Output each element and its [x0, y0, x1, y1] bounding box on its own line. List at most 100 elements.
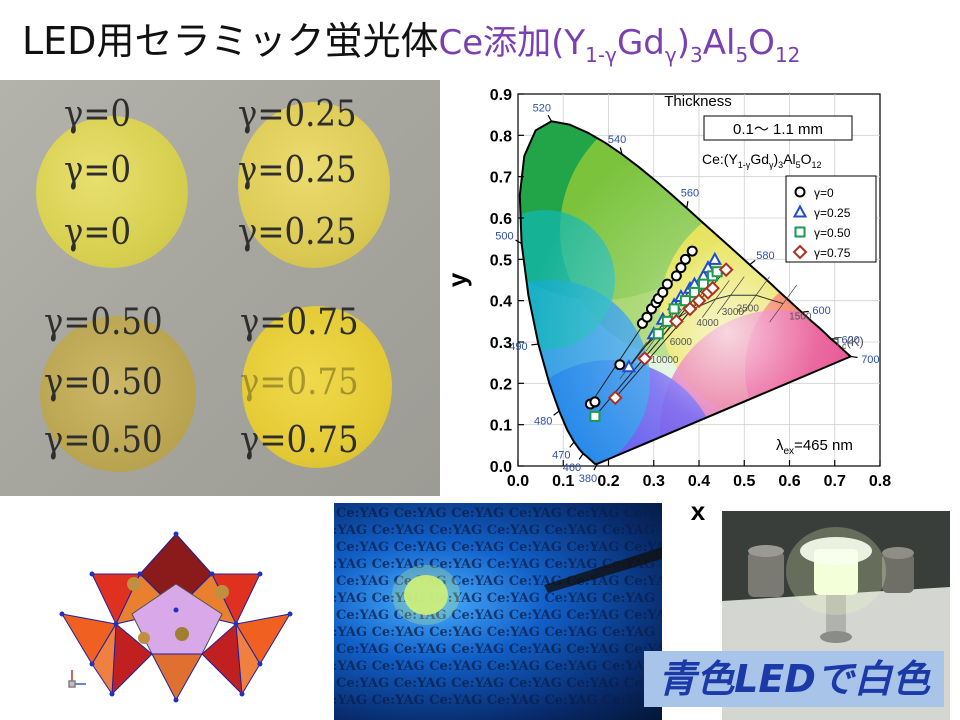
legend-label: γ=0	[814, 186, 834, 200]
cie-chart-svg: 380460470480490500520540560580600620700 …	[442, 87, 891, 524]
legend-marker	[794, 186, 806, 198]
yag-text-line: Ce:YAG Ce:YAG Ce:YAG Ce:YAG Ce:YAG Ce:YA…	[336, 506, 662, 521]
legend-label: γ=0.75	[814, 246, 851, 260]
disc-label: γ=0.25	[238, 212, 357, 253]
cct-label: 1500	[789, 312, 812, 323]
legend-marker	[794, 226, 806, 238]
y-tick-label: 0.9	[490, 87, 512, 104]
y-tick-label: 0.2	[490, 376, 512, 393]
yag-text-line: Ce:YAG Ce:YAG Ce:YAG Ce:YAG Ce:YAG Ce:YA…	[334, 693, 655, 708]
iso-cct-line	[701, 280, 730, 318]
wavelength-label: 520	[533, 102, 551, 114]
disc-label: γ=0.25	[238, 94, 357, 135]
data-point	[668, 313, 684, 329]
disc-gamma-0	[36, 116, 188, 268]
yag-text-line: Ce:YAG Ce:YAG Ce:YAG Ce:YAG Ce:YAG Ce:YA…	[334, 659, 655, 674]
wavelength-label: 560	[681, 187, 699, 199]
composition-label: Ce:(Y1-γGdγ)3Al5O12	[702, 151, 822, 170]
data-point	[637, 351, 653, 366]
wavelength-tick	[619, 147, 623, 155]
data-point	[707, 251, 723, 265]
formula-al: Al	[702, 23, 736, 63]
x-tick-label: 0.3	[643, 473, 665, 490]
cie-chromaticity-chart: 380 460 470 480 490 500 520 540 560 580 600 620 700 …	[440, 80, 900, 524]
legend-label: γ=0.50	[814, 226, 851, 240]
data-point	[691, 293, 707, 309]
cct-label: 4000	[696, 318, 719, 329]
caption-white-from-blue-led: 青色LEDで白色	[644, 651, 944, 707]
wavelength-tick	[553, 410, 560, 416]
iso-cct-lines	[619, 276, 798, 380]
data-point	[718, 262, 734, 278]
data-point	[668, 303, 680, 315]
disc-label: γ=0	[64, 212, 132, 253]
data-point	[607, 390, 623, 406]
x-tick-label: 0.6	[778, 473, 800, 490]
wavelength-tick	[850, 355, 858, 359]
yag-text-line: Ce:YAG Ce:YAG Ce:YAG Ce:YAG Ce:YAG Ce:YA…	[336, 574, 662, 589]
thickness-box	[703, 115, 853, 141]
data-point	[621, 359, 637, 373]
axis-ticks: 0.0 0.1 0.2 0.3 0.4 0.5 0.6 0.7 0.8 0.0 0.1 0.2 0.3 0…	[490, 87, 891, 490]
wavelength-tick	[547, 114, 553, 122]
disc-label: γ=0.75	[240, 362, 359, 403]
yag-text-line: Ce:YAG Ce:YAG Ce:YAG Ce:YAG Ce:YAG Ce:YA…	[334, 591, 655, 606]
data-point	[698, 278, 710, 290]
legend-marker	[792, 244, 808, 260]
wavelength-label: 490	[509, 341, 527, 353]
data-point	[688, 286, 700, 298]
x-tick-label: 0.1	[552, 473, 574, 490]
x-tick-label: 0.7	[824, 473, 846, 490]
data-point	[679, 295, 691, 307]
slide-title: LED用セラミック蛍光体Ce添加(Y1-γGdγ)3Al5O12	[22, 10, 800, 72]
y-tick-label: 0.8	[490, 128, 512, 145]
disc-gamma-075	[242, 306, 392, 468]
wavelength-label: 540	[608, 134, 626, 146]
wavelength-tick	[749, 259, 756, 266]
iso-cct-line	[716, 276, 745, 315]
x-tick-label: 0.2	[597, 473, 619, 490]
data-point	[589, 396, 601, 408]
y-axis-label: y	[442, 272, 472, 287]
crystal-structure-svg	[59, 531, 293, 703]
yag-text-line: Ce:YAG Ce:YAG Ce:YAG Ce:YAG Ce:YAG Ce:YA…	[336, 608, 662, 623]
wavelength-label: 580	[756, 250, 774, 262]
y-tick-label: 0.3	[490, 335, 512, 352]
wavelength-tick	[531, 343, 539, 346]
formula-sub4: 5	[735, 43, 749, 67]
yag-text-line: Ce:YAG Ce:YAG Ce:YAG Ce:YAG Ce:YAG Ce:YA…	[334, 523, 655, 538]
yag-sample-disc	[404, 575, 448, 615]
data-point	[589, 410, 601, 422]
wavelength-tick	[569, 441, 575, 448]
cct-label: 2500	[737, 303, 760, 314]
data-point	[652, 328, 664, 340]
title-main: LED用セラミック蛍光体	[22, 19, 439, 63]
disc-label: γ=0	[64, 94, 132, 135]
ce-yag-blue-photo: Ce:YAG Ce:YAG Ce:YAG Ce:YAG Ce:YAG Ce:YA…	[334, 503, 662, 720]
wavelength-label: 700	[861, 354, 879, 366]
wavelength-label: 460	[563, 462, 581, 474]
cct-label: 3000	[722, 307, 745, 318]
x-axis-label: x	[691, 496, 706, 524]
yag-photo-svg: Ce:YAG Ce:YAG Ce:YAG Ce:YAG Ce:YAG Ce:YA…	[334, 506, 662, 708]
data-point	[682, 301, 698, 317]
formula-o: O	[748, 23, 775, 63]
formula-sub1: 1-γ	[585, 43, 617, 67]
y-tick-label: 0.6	[490, 211, 512, 228]
wavelength-label: 600	[812, 305, 830, 317]
data-point	[614, 359, 626, 371]
wavelength-label: 500	[495, 230, 513, 242]
x-tick-label: 0.0	[507, 473, 529, 490]
disc-label: γ=0	[64, 150, 132, 191]
cct-label: 6000	[670, 337, 693, 348]
iso-cct-line	[769, 284, 798, 323]
chart-title: Thickness	[664, 93, 732, 110]
data-point	[705, 280, 720, 296]
phosphor-discs-photo: γ=0 γ=0 γ=0 γ=0.25 γ=0.25 γ=0.25 γ=0.50 …	[0, 80, 440, 496]
cct-axis-label: Tc(K)	[834, 334, 864, 351]
axis-glyph	[68, 670, 86, 688]
formula-sub3: 3	[689, 43, 703, 67]
yag-text-line: Ce:YAG Ce:YAG Ce:YAG Ce:YAG Ce:YAG Ce:YA…	[334, 625, 655, 640]
